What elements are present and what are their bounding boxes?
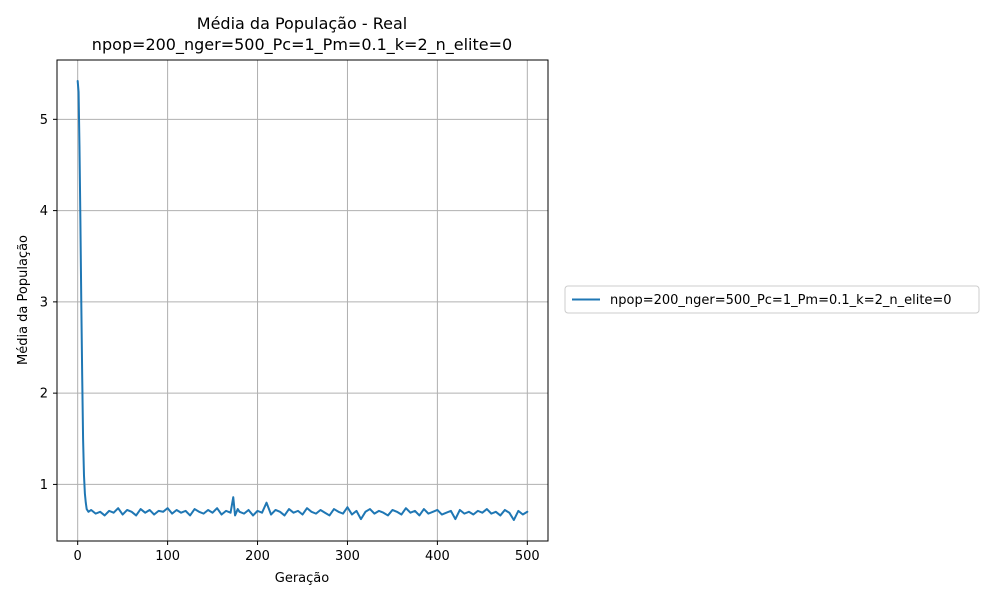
y-axis-label: Média da População bbox=[16, 235, 31, 365]
x-tick-label: 200 bbox=[245, 549, 270, 564]
plot-frame bbox=[56, 59, 549, 542]
x-tick-label: 400 bbox=[425, 549, 450, 564]
chart-title: Média da População - Real bbox=[197, 14, 407, 33]
grid-layer bbox=[57, 60, 548, 541]
x-tick-label: 300 bbox=[335, 549, 360, 564]
legend-box bbox=[564, 285, 980, 314]
y-tick-label: 1 bbox=[40, 478, 48, 493]
legend-label: npop=200_nger=500_Pc=1_Pm=0.1_k=2_n_elit… bbox=[610, 293, 952, 308]
y-tick-label: 3 bbox=[40, 295, 48, 310]
x-tick-label: 0 bbox=[74, 549, 82, 564]
x-axis-label: Geração bbox=[275, 571, 329, 586]
ticks-layer: 0 100 200 300 400 500 1 2 3 4 5 bbox=[40, 113, 540, 564]
x-tick-label: 500 bbox=[515, 549, 540, 564]
chart-subtitle: npop=200_nger=500_Pc=1_Pm=0.1_k=2_n_elit… bbox=[92, 35, 512, 55]
y-tick-label: 2 bbox=[40, 387, 48, 402]
y-tick-label: 5 bbox=[40, 113, 48, 128]
series-layer bbox=[76, 79, 529, 522]
legend: npop=200_nger=500_Pc=1_Pm=0.1_k=2_n_elit… bbox=[564, 285, 980, 314]
x-tick-label: 100 bbox=[155, 549, 180, 564]
series-line-0 bbox=[76, 79, 529, 522]
y-tick-label: 4 bbox=[40, 204, 48, 219]
